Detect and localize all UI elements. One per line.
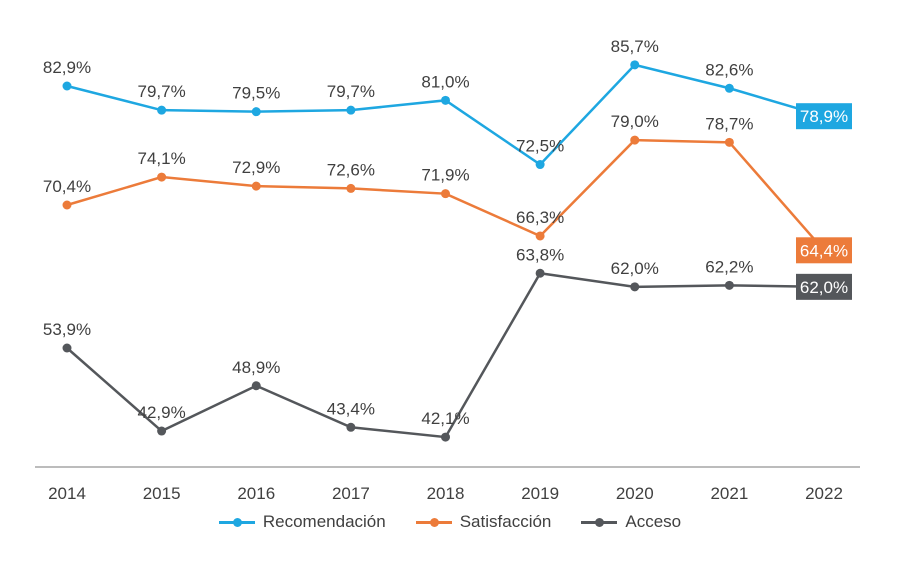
data-point[interactable] xyxy=(441,189,450,199)
data-label: 48,9% xyxy=(232,358,280,377)
data-point[interactable] xyxy=(62,81,72,91)
legend-label: Satisfacción xyxy=(459,512,552,531)
legend-item-recomendacion[interactable]: Recomendación xyxy=(218,512,386,532)
data-label: 82,6% xyxy=(705,60,753,79)
end-label-box xyxy=(796,273,852,300)
data-label: 42,9% xyxy=(138,403,186,422)
data-point[interactable] xyxy=(62,200,72,210)
data-point[interactable] xyxy=(157,426,167,436)
x-tick-label: 2022 xyxy=(805,484,843,503)
legend-line-icon xyxy=(581,517,618,527)
data-point[interactable] xyxy=(441,95,450,105)
end-data-label: 62,0% xyxy=(800,278,848,297)
data-label: 62,0% xyxy=(611,259,659,278)
data-point[interactable] xyxy=(251,381,261,391)
data-label: 72,9% xyxy=(232,158,280,177)
data-label: 71,9% xyxy=(421,166,469,185)
data-label: 70,4% xyxy=(43,177,91,196)
x-tick-label: 2015 xyxy=(143,484,181,503)
legend: Recomendación Satisfacción Acceso xyxy=(0,512,900,532)
end-data-label: 64,4% xyxy=(800,241,848,260)
data-point[interactable] xyxy=(630,60,640,70)
data-point[interactable] xyxy=(346,105,356,115)
data-label: 43,4% xyxy=(327,399,375,418)
series-satisfacción: 70,4% 74,1% 72,9% 72,6% 71,9% 66,3% 79,0% 78,7%… xyxy=(43,112,852,264)
x-tick-label: 2021 xyxy=(710,484,748,503)
data-point[interactable] xyxy=(724,83,734,93)
legend-label: Recomendación xyxy=(262,512,386,531)
x-axis-ticks: 2014 2015 2016 2017 2018 2019 2020 2021 2022 xyxy=(48,484,843,503)
data-point[interactable] xyxy=(346,422,356,432)
data-point[interactable] xyxy=(724,137,734,147)
x-tick-label: 2018 xyxy=(427,484,465,503)
x-tick-label: 2016 xyxy=(237,484,275,503)
data-point[interactable] xyxy=(724,280,734,290)
end-data-label: 78,9% xyxy=(800,107,848,126)
data-point[interactable] xyxy=(535,268,545,278)
data-label: 66,3% xyxy=(516,208,564,227)
data-label: 72,5% xyxy=(516,137,564,156)
data-point[interactable] xyxy=(251,107,261,117)
x-tick-label: 2020 xyxy=(616,484,654,503)
data-label: 85,7% xyxy=(611,37,659,56)
series-recomendación: 82,9% 79,7% 79,5% 79,7% 81,0% 72,5% 85,7% 82,6%… xyxy=(43,37,852,170)
data-point[interactable] xyxy=(62,343,72,353)
data-label: 79,7% xyxy=(327,82,375,101)
data-point[interactable] xyxy=(157,105,167,115)
data-point[interactable] xyxy=(251,181,261,191)
data-point[interactable] xyxy=(535,160,545,170)
end-label-box xyxy=(796,103,852,130)
data-label: 42,1% xyxy=(421,409,469,428)
data-label: 78,7% xyxy=(705,114,753,133)
legend-label: Acceso xyxy=(625,512,682,531)
legend-line-icon xyxy=(218,517,255,527)
data-label: 82,9% xyxy=(43,58,91,77)
data-label: 63,8% xyxy=(516,245,564,264)
data-label: 79,5% xyxy=(232,84,280,103)
data-label: 53,9% xyxy=(43,320,91,339)
data-label: 79,7% xyxy=(138,82,186,101)
data-label: 74,1% xyxy=(138,149,186,168)
legend-item-acceso[interactable]: Acceso xyxy=(581,512,681,532)
x-tick-label: 2019 xyxy=(521,484,559,503)
data-point[interactable] xyxy=(346,183,356,193)
x-tick-label: 2014 xyxy=(48,484,86,503)
series-acceso: 53,9% 42,9% 48,9% 43,4% 42,1% 63,8% 62,0% 62,2%… xyxy=(43,245,852,442)
data-point[interactable] xyxy=(441,432,450,442)
series-group: 82,9% 79,7% 79,5% 79,7% 81,0% 72,5% 85,7% 82,6%… xyxy=(43,37,852,442)
data-point[interactable] xyxy=(630,282,640,292)
legend-item-satisfaccion[interactable]: Satisfacción xyxy=(415,512,552,532)
end-label-box xyxy=(796,237,852,264)
data-point[interactable] xyxy=(157,172,167,182)
data-label: 79,0% xyxy=(611,112,659,131)
data-label: 81,0% xyxy=(421,72,469,91)
data-point[interactable] xyxy=(630,135,640,145)
x-tick-label: 2017 xyxy=(332,484,370,503)
data-point[interactable] xyxy=(535,231,545,241)
legend-line-icon xyxy=(415,517,452,527)
data-label: 62,2% xyxy=(705,257,753,276)
data-label: 72,6% xyxy=(327,160,375,179)
